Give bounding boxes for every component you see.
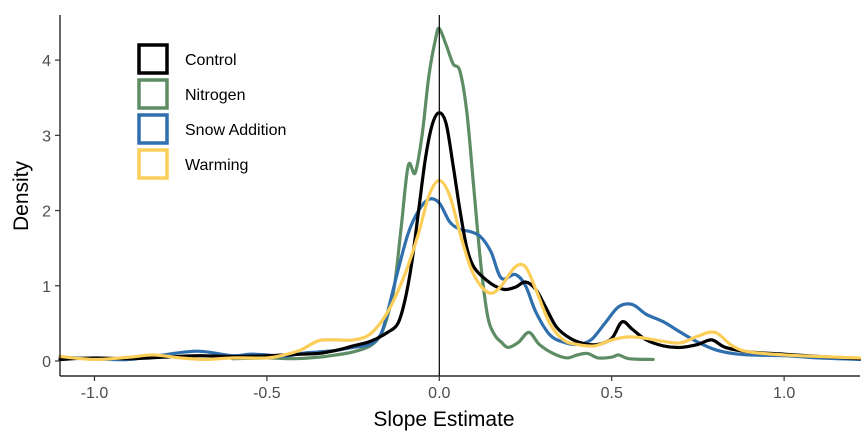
plot-area xyxy=(58,15,861,376)
y-axis-title: Density xyxy=(10,160,33,231)
legend-key-snow-addition xyxy=(137,113,169,145)
legend-key-warming xyxy=(137,148,169,180)
legend-label: Warming xyxy=(185,157,248,174)
legend-label: Snow Addition xyxy=(185,122,286,139)
series-line-warming xyxy=(58,178,861,362)
series-line-nitrogen xyxy=(230,26,655,362)
legend-label: Nitrogen xyxy=(185,87,245,104)
legend: Control Nitrogen Snow Addition Warming xyxy=(137,43,286,180)
x-tick-label: -0.5 xyxy=(253,385,281,402)
y-tick-label: 4 xyxy=(42,53,51,70)
y-tick-label: 2 xyxy=(42,204,51,221)
x-axis-title: Slope Estimate xyxy=(373,408,514,431)
y-tick-label: 0 xyxy=(42,354,51,371)
legend-label: Control xyxy=(185,52,237,69)
legend-key-control xyxy=(137,43,169,75)
y-tick-label: 1 xyxy=(42,279,51,296)
y-tick-label: 3 xyxy=(42,128,51,145)
legend-key-nitrogen xyxy=(137,78,169,110)
x-tick-label: 1.0 xyxy=(773,385,795,402)
x-tick-label: 0.5 xyxy=(601,385,623,402)
series-line-control xyxy=(58,111,861,362)
y-axis-ticks: 0 1 2 3 4 xyxy=(42,53,60,371)
series-lines xyxy=(58,26,861,362)
x-tick-label: 0.0 xyxy=(428,385,450,402)
x-tick-label: -1.0 xyxy=(81,385,109,402)
x-axis-ticks: -1.0 -0.5 0.0 0.5 1.0 xyxy=(81,376,795,402)
series-line-snow-addition xyxy=(58,197,861,362)
